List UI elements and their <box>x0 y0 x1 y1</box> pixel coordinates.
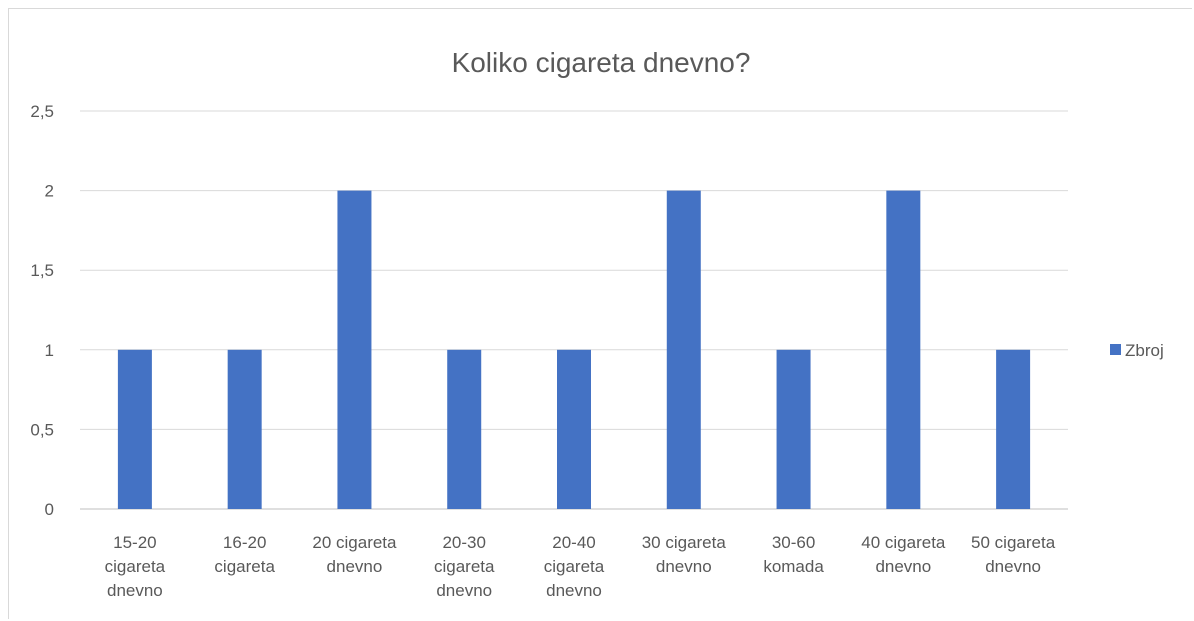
x-category-label: 20-40 cigareta dnevno <box>544 533 605 600</box>
y-tick-label: 1 <box>45 341 54 360</box>
y-axis-ticks: 0 0,5 1 1,5 2 2,5 <box>30 102 54 519</box>
x-category-label: 16-20 cigareta <box>214 533 275 576</box>
bar[interactable] <box>996 349 1031 509</box>
x-axis-categories: 15-20 cigareta dnevno 16-20 cigareta 20 cigar… <box>105 533 1056 600</box>
bar[interactable] <box>666 190 701 509</box>
y-tick-label: 2 <box>45 182 54 201</box>
legend-swatch-zbroj <box>1110 344 1121 355</box>
bar[interactable] <box>886 190 921 509</box>
bar[interactable] <box>117 349 152 509</box>
x-category-label: 15-20 cigareta dnevno <box>105 533 166 600</box>
x-category-label: 20-30 cigareta dnevno <box>434 533 495 600</box>
bar[interactable] <box>557 349 591 509</box>
bar[interactable] <box>337 190 372 509</box>
chart-title: Koliko cigareta dnevno? <box>452 47 751 78</box>
bar[interactable] <box>776 349 811 509</box>
x-category-label: 50 cigareta dnevno <box>971 533 1056 576</box>
x-category-label: 30-60 komada <box>763 533 824 576</box>
bar[interactable] <box>447 349 482 509</box>
y-tick-label: 1,5 <box>30 261 54 280</box>
x-category-label: 20 cigareta dnevno <box>312 533 397 576</box>
y-tick-label: 2,5 <box>30 102 54 121</box>
legend-label-zbroj: Zbroj <box>1125 341 1164 360</box>
x-category-label: 30 cigareta dnevno <box>642 533 727 576</box>
y-tick-label: 0,5 <box>30 420 54 439</box>
legend[interactable]: Zbroj <box>1110 341 1164 360</box>
y-tick-label: 0 <box>45 500 54 519</box>
bar[interactable] <box>227 349 262 509</box>
chart-frame <box>8 8 1192 619</box>
x-category-label: 40 cigareta dnevno <box>861 533 946 576</box>
bars <box>117 190 1031 509</box>
